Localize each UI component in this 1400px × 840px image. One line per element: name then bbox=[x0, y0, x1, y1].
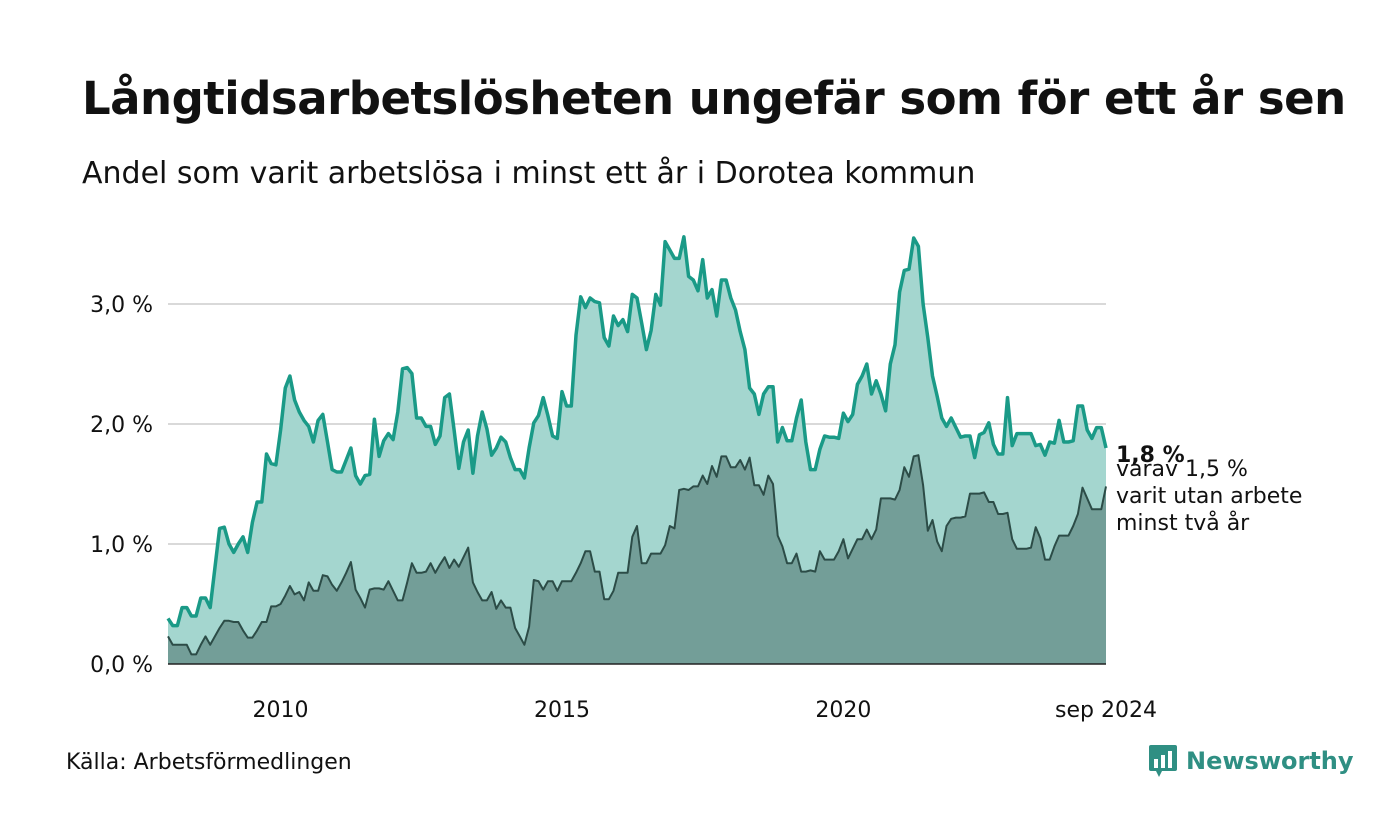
chart-subtitle: Andel som varit arbetslösa i minst ett å… bbox=[82, 156, 976, 191]
newsworthy-logo: Newsworthy bbox=[1148, 744, 1354, 778]
x-tick-label: 2015 bbox=[534, 698, 590, 723]
annotation-line-3: minst två år bbox=[1116, 510, 1250, 536]
annotation-line-2: varit utan arbete bbox=[1116, 484, 1302, 509]
series-2-line bbox=[167, 454, 1107, 656]
x-axis-ticks: 2010 2015 2020 sep 2024 bbox=[253, 698, 1157, 723]
y-axis-ticks: 0,0 % 1,0 % 2,0 % 3,0 % bbox=[90, 293, 153, 678]
x-tick-label: 2020 bbox=[815, 698, 871, 723]
source-note: Källa: Arbetsförmedlingen bbox=[66, 750, 352, 775]
series-2-area bbox=[168, 455, 1106, 664]
chart-title: Långtidsarbetslösheten ungefär som för e… bbox=[82, 72, 1346, 125]
annotation-line-1: varav 1,5 % bbox=[1116, 457, 1248, 482]
y-tick-label: 2,0 % bbox=[90, 413, 153, 438]
logo-wordmark: Newsworthy bbox=[1186, 747, 1354, 775]
x-tick-label: sep 2024 bbox=[1055, 698, 1157, 723]
y-tick-label: 0,0 % bbox=[90, 653, 153, 678]
y-tick-label: 1,0 % bbox=[90, 533, 153, 558]
end-value-label: 1,8 % bbox=[1116, 443, 1185, 468]
y-tick-label: 3,0 % bbox=[90, 293, 153, 318]
series-1-line bbox=[166, 235, 1108, 628]
end-annotation: 1,8 % varav 1,5 % varit utan arbete mins… bbox=[1116, 443, 1302, 536]
newsworthy-bar-chart-icon bbox=[1149, 745, 1177, 777]
x-tick-label: 2010 bbox=[253, 698, 309, 723]
